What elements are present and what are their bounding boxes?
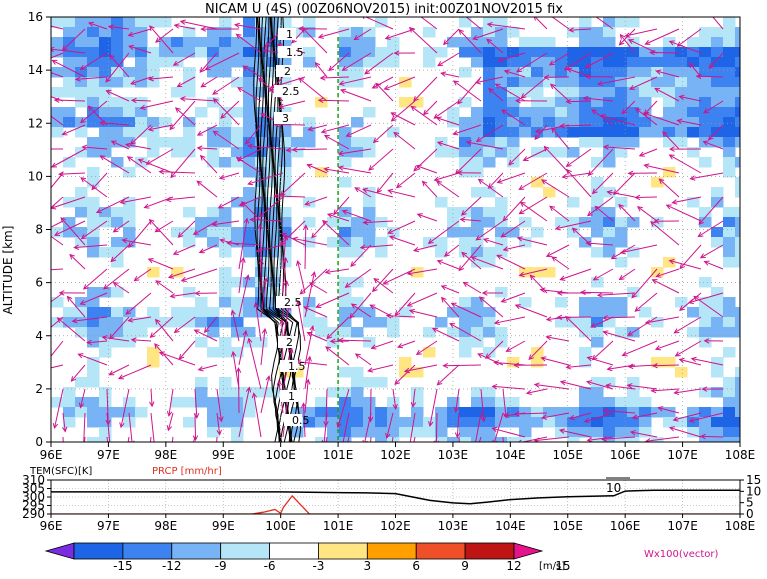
x-tick-label: 101E [323, 448, 354, 462]
surface-x-tick-label: 108E [725, 519, 756, 533]
x-tick-label: 108E [725, 448, 756, 462]
surface-x-tick-label: 106E [610, 519, 641, 533]
y-tick-label: 14 [28, 63, 43, 77]
colorbar-segment [74, 543, 123, 559]
contour-label: 2 [286, 336, 293, 349]
colorbar-segment [221, 543, 270, 559]
surface-x-tick-label: 104E [495, 519, 526, 533]
contour-label: 1.5 [288, 360, 306, 373]
surface-x-tick-label: 105E [553, 519, 584, 533]
colorbar-segment [416, 543, 465, 559]
colorbar-tick-label: 12 [506, 559, 521, 573]
surface-x-tick-label: 98E [154, 519, 177, 533]
x-axis: 96E 97E 98E 99E 100E 101E 102E 103E 104E 105E 106E… [40, 442, 756, 462]
chart-title: NICAM U (4S) (00Z06NOV2015) init:00Z01NO… [205, 2, 563, 17]
colorbar-segment [172, 543, 221, 559]
y-tick-label: 12 [28, 116, 43, 130]
surface-x-tick-label: 103E [438, 519, 469, 533]
surface-x-tick-label: 100E [265, 519, 296, 533]
colorbar-segment [465, 543, 514, 559]
contour-label: 2.5 [282, 85, 300, 98]
colorbar-tick-label: -3 [312, 559, 324, 573]
colorbar-tick-label: -12 [162, 559, 182, 573]
colorbar-tick-label: -9 [215, 559, 227, 573]
colorbar-tick-label: 3 [364, 559, 372, 573]
surface-x-tick-label: 97E [97, 519, 120, 533]
x-tick-label: 99E [212, 448, 235, 462]
contour-label: 3 [282, 112, 289, 125]
colorbar-segment [270, 543, 319, 559]
surface-x-tick-label: 96E [40, 519, 63, 533]
x-tick-label: 97E [97, 448, 120, 462]
colorbar-tick-label: -6 [264, 559, 276, 573]
colorbar-segment [318, 543, 367, 559]
prcp-tick-label: 15 [746, 473, 761, 487]
colorbar-unit: [m/s] [539, 561, 565, 572]
tem-tick-label: 310 [22, 473, 45, 487]
y-tick-label: 6 [35, 276, 43, 290]
colorbar-segment [123, 543, 172, 559]
colorbar-tick-label: 6 [412, 559, 420, 573]
colorbar-segment [367, 543, 416, 559]
surface-annotation: 10 [606, 481, 621, 495]
prcp-axis-label: PRCP [mm/hr] [152, 466, 222, 477]
contour-label: 1 [286, 28, 293, 41]
y-tick-label: 2 [35, 382, 43, 396]
surface-x-tick-label: 101E [323, 519, 354, 533]
y-tick-label: 0 [35, 435, 43, 449]
contour-label: 1.5 [286, 46, 304, 59]
x-tick-label: 106E [610, 448, 641, 462]
surface-x-axis: 96E 97E 98E 99E 100E 101E 102E 103E 104E 105E 106E… [40, 514, 756, 533]
surface-x-tick-label: 107E [667, 519, 698, 533]
x-tick-label: 103E [438, 448, 469, 462]
colorbar-tick-label: 9 [461, 559, 469, 573]
contour-label: 0.5 [292, 414, 310, 427]
y-tick-label: 4 [35, 329, 43, 343]
x-tick-label: 96E [40, 448, 63, 462]
contour-label: 2 [284, 65, 291, 78]
colorbar-tick-label: -15 [113, 559, 133, 573]
surface-panel: TEM(SFC)[K] PRCP [mm/hr] 290295300305310… [22, 466, 761, 533]
y-tick-label: 8 [35, 223, 43, 237]
surface-x-tick-label: 99E [212, 519, 235, 533]
contour-label: 1 [288, 390, 295, 403]
y-axis: 0 2 4 6 8 10 12 14 16 [28, 10, 51, 449]
x-tick-label: 98E [154, 448, 177, 462]
colorbar-max-arrow [514, 543, 542, 559]
contour-label: 2.5 [284, 296, 302, 309]
y-tick-label: 10 [28, 169, 43, 183]
y-axis-label: ALTITUDE [km] [1, 226, 15, 315]
x-tick-label: 107E [667, 448, 698, 462]
x-tick-label: 105E [553, 448, 584, 462]
colorbar-min-arrow [46, 543, 74, 559]
x-tick-label: 104E [495, 448, 526, 462]
x-tick-label: 102E [380, 448, 411, 462]
y-tick-label: 16 [28, 10, 43, 24]
surface-x-tick-label: 102E [380, 519, 411, 533]
x-tick-label: 100E [265, 448, 296, 462]
vector-legend-label: Wx100(vector) [644, 549, 719, 560]
